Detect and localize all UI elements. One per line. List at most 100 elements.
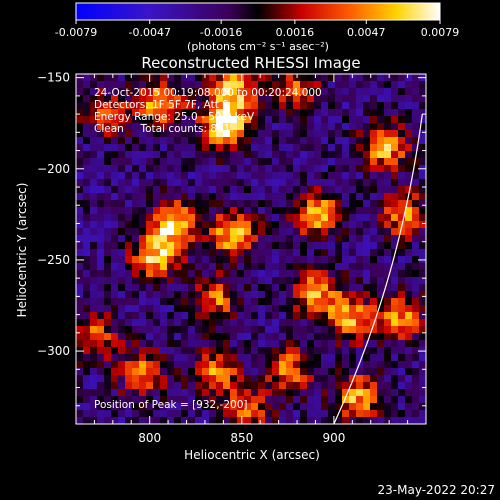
heatmap-cell — [328, 186, 336, 194]
heatmap-cell — [293, 298, 301, 306]
heatmap-cell — [111, 417, 119, 424]
heatmap-cell — [293, 368, 301, 376]
heatmap-cell — [90, 284, 98, 292]
heatmap-cell — [251, 333, 259, 341]
heatmap-cell — [419, 179, 426, 187]
heatmap-cell — [132, 382, 140, 390]
heatmap-cell — [307, 312, 315, 320]
heatmap-cell — [419, 116, 426, 124]
heatmap-cell — [83, 158, 91, 166]
heatmap-cell — [139, 333, 147, 341]
heatmap-cell — [237, 102, 245, 110]
heatmap-cell — [342, 221, 350, 229]
heatmap-cell — [370, 291, 378, 299]
heatmap-cell — [125, 249, 133, 257]
heatmap-cell — [363, 291, 371, 299]
heatmap-cell — [111, 284, 119, 292]
heatmap-cell — [328, 368, 336, 376]
heatmap-cell — [209, 263, 217, 271]
heatmap-cell — [195, 305, 203, 313]
heatmap-cell — [139, 88, 147, 96]
heatmap-cell — [412, 200, 420, 208]
annotation-block: 24-Oct-2015 00:19:08.000 to 00:20:24.000… — [94, 87, 322, 411]
y-tick-label: −200 — [37, 162, 70, 176]
heatmap-cell — [321, 95, 329, 103]
heatmap-cell — [307, 333, 315, 341]
heatmap-cell — [153, 144, 161, 152]
heatmap-cell — [272, 242, 280, 250]
heatmap-cell — [363, 102, 371, 110]
heatmap-cell — [139, 249, 147, 257]
heatmap-cell — [174, 109, 182, 117]
heatmap-cell — [76, 116, 84, 124]
heatmap-cell — [293, 200, 301, 208]
heatmap-cell — [258, 207, 266, 215]
heatmap-cell — [97, 81, 105, 89]
heatmap-cell — [307, 263, 315, 271]
heatmap-cell — [363, 235, 371, 243]
heatmap-cell — [160, 396, 168, 404]
heatmap-cell — [230, 277, 238, 285]
heatmap-cell — [342, 109, 350, 117]
heatmap-cell — [419, 340, 426, 348]
heatmap-cell — [391, 151, 399, 159]
heatmap-cell — [90, 228, 98, 236]
heatmap-cell — [160, 144, 168, 152]
heatmap-cell — [139, 354, 147, 362]
heatmap-cell — [202, 263, 210, 271]
heatmap-cell — [167, 326, 175, 334]
heatmap-cell — [202, 228, 210, 236]
heatmap-cell — [230, 347, 238, 355]
heatmap-cell — [139, 228, 147, 236]
heatmap-cell — [251, 116, 259, 124]
heatmap-cell — [384, 109, 392, 117]
heatmap-cell — [160, 207, 168, 215]
heatmap-cell — [321, 277, 329, 285]
heatmap-cell — [307, 410, 315, 418]
heatmap-cell — [349, 298, 357, 306]
heatmap-cell — [349, 88, 357, 96]
heatmap-cell — [328, 326, 336, 334]
heatmap-cell — [279, 270, 287, 278]
heatmap-cell — [258, 235, 266, 243]
heatmap-cell — [321, 284, 329, 292]
heatmap-cell — [188, 158, 196, 166]
heatmap-cell — [223, 165, 231, 173]
heatmap-cell — [76, 361, 84, 369]
heatmap-cell — [202, 291, 210, 299]
heatmap-cell — [349, 81, 357, 89]
heatmap-cell — [307, 214, 315, 222]
heatmap-cell — [90, 382, 98, 390]
heatmap-cell — [293, 270, 301, 278]
heatmap-cell — [132, 200, 140, 208]
heatmap-cell — [356, 410, 364, 418]
heatmap-cell — [181, 333, 189, 341]
heatmap-cell — [384, 354, 392, 362]
heatmap-cell — [97, 368, 105, 376]
heatmap-cell — [321, 298, 329, 306]
heatmap-cell — [391, 382, 399, 390]
heatmap-cell — [167, 277, 175, 285]
heatmap-cell — [153, 200, 161, 208]
heatmap-cell — [356, 130, 364, 138]
heatmap-cell — [111, 389, 119, 397]
heatmap-cell — [398, 354, 406, 362]
heatmap-cell — [230, 284, 238, 292]
heatmap-cell — [258, 326, 266, 334]
heatmap-cell — [251, 74, 259, 82]
heatmap-cell — [391, 221, 399, 229]
heatmap-cell — [209, 144, 217, 152]
heatmap-cell — [202, 368, 210, 376]
heatmap-cell — [370, 326, 378, 334]
heatmap-image — [76, 74, 426, 424]
heatmap-cell — [188, 270, 196, 278]
heatmap-cell — [209, 326, 217, 334]
heatmap-cell — [209, 193, 217, 201]
heatmap-cell — [195, 396, 203, 404]
heatmap-cell — [125, 270, 133, 278]
heatmap-cell — [377, 354, 385, 362]
heatmap-cell — [202, 74, 210, 82]
heatmap-cell — [419, 144, 426, 152]
heatmap-cell — [377, 368, 385, 376]
heatmap-cell — [223, 228, 231, 236]
